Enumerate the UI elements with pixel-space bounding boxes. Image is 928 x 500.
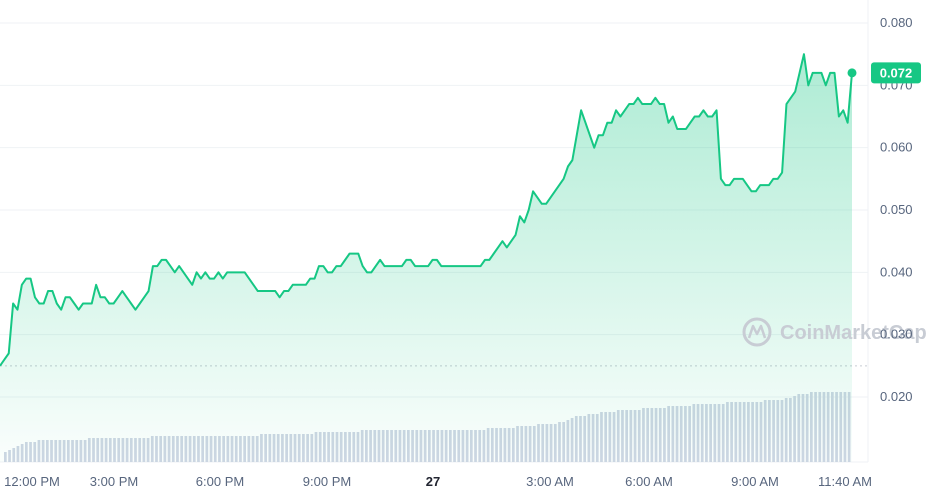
x-tick-label: 27	[426, 474, 440, 489]
y-tick-label: 0.040	[880, 264, 913, 279]
y-tick-label: 0.030	[880, 327, 913, 342]
y-tick-label: 0.020	[880, 389, 913, 404]
watermark: CoinMarketCap	[742, 317, 927, 347]
current-price-label: 0.072	[880, 65, 913, 80]
watermark-text: CoinMarketCap	[780, 322, 927, 344]
x-tick-label: 12:00 PM	[4, 474, 60, 489]
coinmarketcap-logo-icon	[742, 317, 772, 347]
current-price-dot	[847, 68, 857, 78]
x-tick-label: 3:00 PM	[90, 474, 138, 489]
x-tick-label: 9:00 PM	[303, 474, 351, 489]
x-tick-label: 3:00 AM	[526, 474, 574, 489]
current-price-badge	[871, 62, 921, 84]
x-tick-label: 9:00 AM	[731, 474, 779, 489]
y-tick-label: 0.050	[880, 202, 913, 217]
x-tick-label: 6:00 PM	[196, 474, 244, 489]
x-tick-label: 11:40 AM	[818, 474, 872, 489]
price-line	[0, 53, 853, 367]
price-area	[0, 54, 852, 463]
y-tick-label: 0.060	[880, 140, 913, 155]
y-tick-label: 0.080	[880, 15, 913, 30]
x-tick-label: 6:00 AM	[625, 474, 673, 489]
